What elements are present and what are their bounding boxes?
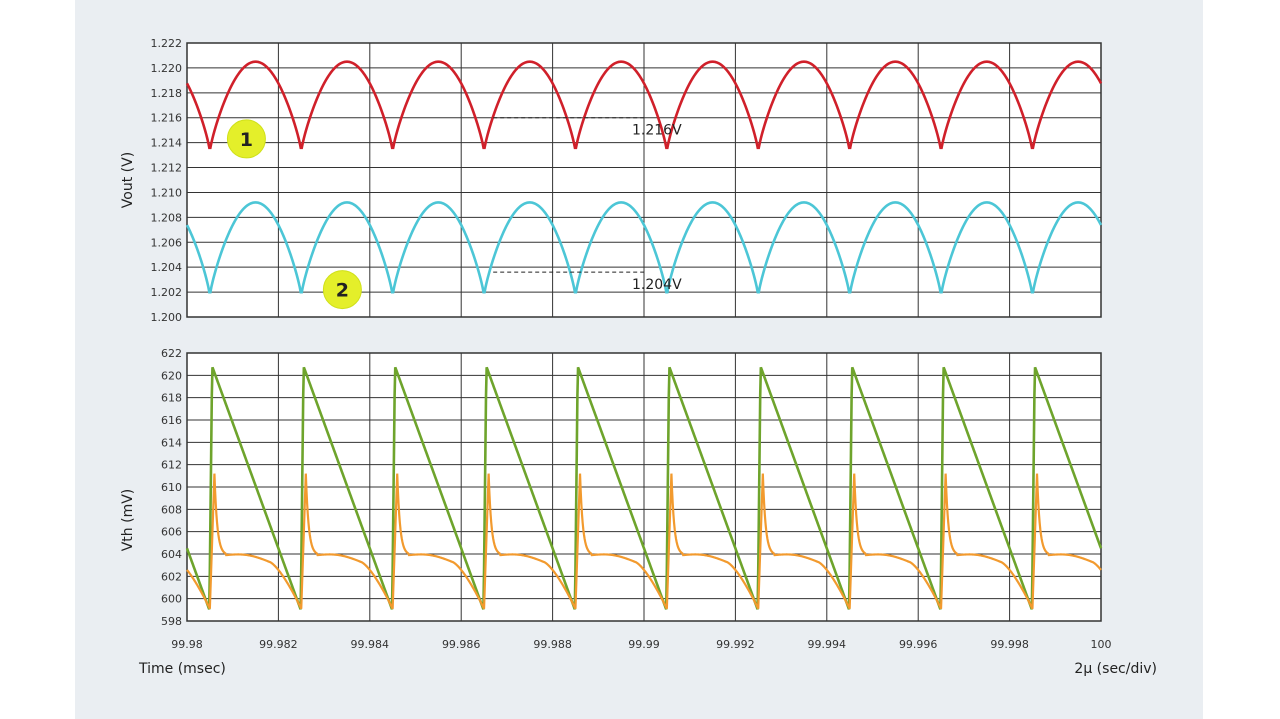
top-y-axis-title: Vout (V) [120,152,136,208]
top-y-tick-label: 1.212 [151,162,183,175]
top-y-tick-labels: 1.222 1.220 1.218 1.216 1.214 1.212 1.210 1.208… [151,37,183,324]
top-markers: 12 [226,119,362,310]
x-axis-title: Time (msec) [138,661,226,677]
top-y-tick-label: 1.210 [151,186,183,199]
annotation-label: 1.216V [632,123,682,139]
x-tick-label: 99.992 [716,638,755,651]
vth-orange-line [186,473,1102,610]
bottom-y-tick-label: 616 [161,414,182,427]
series-marker-circle [226,119,266,159]
bottom-y-axis-title: Vth (mV) [120,489,136,552]
top-y-tick-label: 1.202 [151,286,183,299]
figure-panel: 1.222 1.220 1.218 1.216 1.214 1.212 1.210 1.208… [75,0,1203,719]
x-tick-label: 99.986 [442,638,481,651]
x-tick-label: 99.984 [351,638,390,651]
annotation-label: 1.204V [632,277,682,293]
bottom-gridlines [187,353,1101,621]
bottom-y-tick-label: 604 [161,548,182,561]
series-marker-circle [322,270,362,310]
bottom-panel: 622620618616614612610608606604602600598 … [120,347,1157,677]
series-marker-label: 1 [240,129,253,151]
bottom-y-tick-label: 600 [161,593,182,606]
x-tick-label: 99.982 [259,638,298,651]
top-y-tick-label: 1.204 [151,261,183,274]
top-y-tick-label: 1.208 [151,211,183,224]
x-scale-note: 2μ (sec/div) [1074,661,1157,677]
top-y-tick-label: 1.200 [151,311,183,324]
top-y-tick-label: 1.222 [151,37,183,50]
bottom-y-tick-label: 610 [161,481,182,494]
bottom-y-tick-label: 606 [161,526,182,539]
top-y-tick-label: 1.218 [151,87,183,100]
series-1-line [185,60,1103,150]
bottom-series-group [185,366,1103,610]
x-tick-label: 99.996 [899,638,938,651]
x-tick-label: 99.994 [808,638,847,651]
bottom-y-tick-labels: 622 620 618 616 614 612 610 608 606 604 602 600 598 [161,347,182,628]
bottom-y-tick-label: 598 [161,615,182,628]
top-y-tick-label: 1.220 [151,62,183,75]
top-y-tick-label: 1.216 [151,112,183,125]
top-y-tick-label: 1.214 [151,137,183,150]
x-tick-label: 99.98 [171,638,203,651]
x-tick-label: 100 [1091,638,1112,651]
series-marker-label: 2 [336,280,349,302]
bottom-y-tick-label: 614 [161,436,182,449]
x-tick-label: 99.998 [990,638,1029,651]
bottom-y-tick-label: 608 [161,503,182,516]
bottom-y-tick-label: 620 [161,369,182,382]
bottom-y-tick-label: 612 [161,459,182,472]
x-tick-label: 99.988 [533,638,572,651]
bottom-y-tick-label: 618 [161,392,182,405]
top-panel: 1.222 1.220 1.218 1.216 1.214 1.212 1.210 1.208… [120,37,1103,324]
chart-svg: 1.222 1.220 1.218 1.216 1.214 1.212 1.210 1.208… [120,37,1157,677]
bottom-y-tick-label: 602 [161,570,182,583]
top-annotations: 1.216V 1.204V [493,117,682,293]
bottom-x-tick-labels: 99.98 99.982 99.984 99.986 99.988 99.99 99.992… [171,638,1111,651]
series-2-line [185,201,1103,294]
top-series-group [185,60,1103,294]
bottom-y-tick-label: 622 [161,347,182,360]
vth-green-line [185,366,1103,610]
x-tick-label: 99.99 [628,638,660,651]
top-y-tick-label: 1.206 [151,236,183,249]
